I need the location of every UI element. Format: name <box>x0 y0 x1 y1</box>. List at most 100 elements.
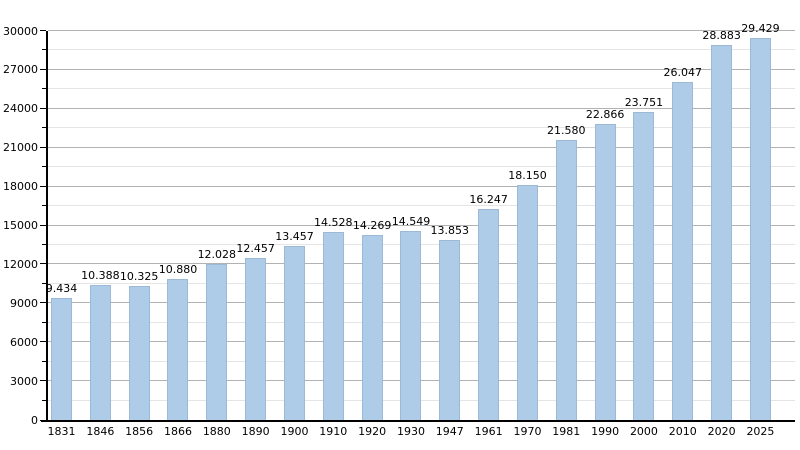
bar <box>633 112 655 420</box>
bar <box>167 279 189 420</box>
y-axis-tick <box>42 360 46 362</box>
bar-value-label: 10.325 <box>119 270 159 283</box>
gridline-major <box>48 224 795 226</box>
y-axis-tick <box>42 88 46 90</box>
bar-value-label: 10.880 <box>158 263 198 276</box>
bar-value-label: 23.751 <box>624 96 664 109</box>
gridline-minor <box>48 166 795 168</box>
x-axis-tick-label: 1961 <box>474 425 503 438</box>
bar-value-label: 16.247 <box>469 193 508 206</box>
y-axis-tick <box>40 68 46 70</box>
x-axis-tick-label: 1930 <box>396 425 425 438</box>
y-axis-tick <box>42 321 46 323</box>
bar <box>400 231 422 420</box>
y-axis-tick <box>40 420 46 421</box>
bar-value-label: 22.866 <box>585 108 625 121</box>
bar <box>555 140 577 420</box>
y-axis-tick-label: 24000 <box>3 102 38 116</box>
bar <box>89 285 111 420</box>
y-axis-tick <box>40 107 46 109</box>
y-axis-tick-label: 6000 <box>10 335 38 349</box>
bar-value-label: 10.388 <box>81 269 120 282</box>
y-axis-tick-label: 9000 <box>10 296 38 310</box>
y-axis-tick-label: 30000 <box>3 24 38 38</box>
bar-value-label: 9.434 <box>45 282 78 295</box>
x-axis-tick-label: 1831 <box>47 425 76 438</box>
y-axis-tick-label: 15000 <box>3 219 38 232</box>
y-axis-tick <box>42 49 46 51</box>
bar-value-label: 14.269 <box>352 219 392 232</box>
y-axis-tick <box>40 263 46 265</box>
bar <box>361 235 383 420</box>
y-axis-tick <box>40 302 46 304</box>
y-axis-tick-label: 27000 <box>3 63 38 77</box>
y-axis-tick-label: 0 <box>31 413 38 427</box>
x-axis-tick-label: 1900 <box>280 425 309 438</box>
bar-value-label: 12.457 <box>236 242 275 255</box>
bar <box>478 209 500 420</box>
y-axis-tick <box>42 282 46 284</box>
x-axis-tick-label: 1990 <box>591 425 620 438</box>
y-axis-tick-label: 12000 <box>3 257 38 271</box>
bar-value-label: 14.528 <box>314 216 353 229</box>
y-axis-tick <box>40 185 46 187</box>
gridline-minor <box>48 88 795 90</box>
x-axis-tick-label: 1970 <box>513 425 542 438</box>
x-axis-tick-label: 1856 <box>125 425 154 438</box>
bar <box>711 45 733 420</box>
bar <box>322 232 344 420</box>
x-axis-tick-label: 1920 <box>358 425 387 438</box>
y-axis-tick <box>40 341 46 343</box>
x-axis-tick-label: 1981 <box>552 425 581 438</box>
bar-value-label: 13.457 <box>275 230 314 243</box>
x-axis-tick-label: 1890 <box>241 425 270 438</box>
gridline-minor <box>48 360 795 362</box>
gridline-major <box>48 263 795 265</box>
bar <box>439 240 461 420</box>
x-axis-tick-label: 1910 <box>319 425 348 438</box>
x-axis-tick-label: 2010 <box>668 425 697 438</box>
y-axis-line <box>46 31 48 420</box>
y-axis-tick-label: 21000 <box>3 141 38 155</box>
gridline-major <box>48 146 795 148</box>
gridline-minor <box>48 321 795 323</box>
bar <box>516 185 538 420</box>
gridline-major <box>48 107 795 109</box>
bar-value-label: 26.047 <box>663 66 703 79</box>
y-axis-tick <box>40 224 46 226</box>
y-axis-tick-label: 3000 <box>10 374 38 388</box>
y-axis-tick <box>42 399 46 401</box>
y-axis-tick-label: 18000 <box>3 180 38 194</box>
gridline-major <box>48 185 795 187</box>
y-axis-tick <box>42 166 46 168</box>
x-axis-line <box>41 420 795 422</box>
gridline-minor <box>48 399 795 401</box>
y-axis-tick <box>42 127 46 129</box>
bar <box>245 258 267 420</box>
gridline-minor <box>48 49 795 51</box>
bar <box>672 82 694 420</box>
y-axis-tick <box>40 146 46 148</box>
x-axis-tick-label: 2020 <box>707 425 736 438</box>
bar <box>128 286 150 420</box>
bar-value-label: 13.853 <box>430 224 470 237</box>
bar-value-label: 29.429 <box>741 22 780 35</box>
gridline-major <box>48 380 795 382</box>
y-axis-tick <box>40 380 46 382</box>
x-axis-tick-label: 1866 <box>163 425 192 438</box>
x-axis-tick-label: 1846 <box>86 425 115 438</box>
gridline-minor <box>48 243 795 245</box>
gridline-minor <box>48 205 795 207</box>
bar-value-label: 21.580 <box>547 124 586 137</box>
bar-value-label: 18.150 <box>508 169 547 182</box>
x-axis-tick-label: 2000 <box>629 425 658 438</box>
gridline-major <box>48 341 795 343</box>
bar-value-label: 28.883 <box>702 29 741 42</box>
gridline-major <box>48 30 795 31</box>
plot-area: 0 3000 6000 9000 12000 15000 18000 21000 24000 27… <box>3 22 795 438</box>
gridline-minor <box>48 127 795 129</box>
y-axis-tick <box>42 205 46 207</box>
bar-value-label: 14.549 <box>391 215 431 228</box>
x-axis-tick-label: 1947 <box>435 425 464 438</box>
bar-value-label: 12.028 <box>197 248 237 261</box>
